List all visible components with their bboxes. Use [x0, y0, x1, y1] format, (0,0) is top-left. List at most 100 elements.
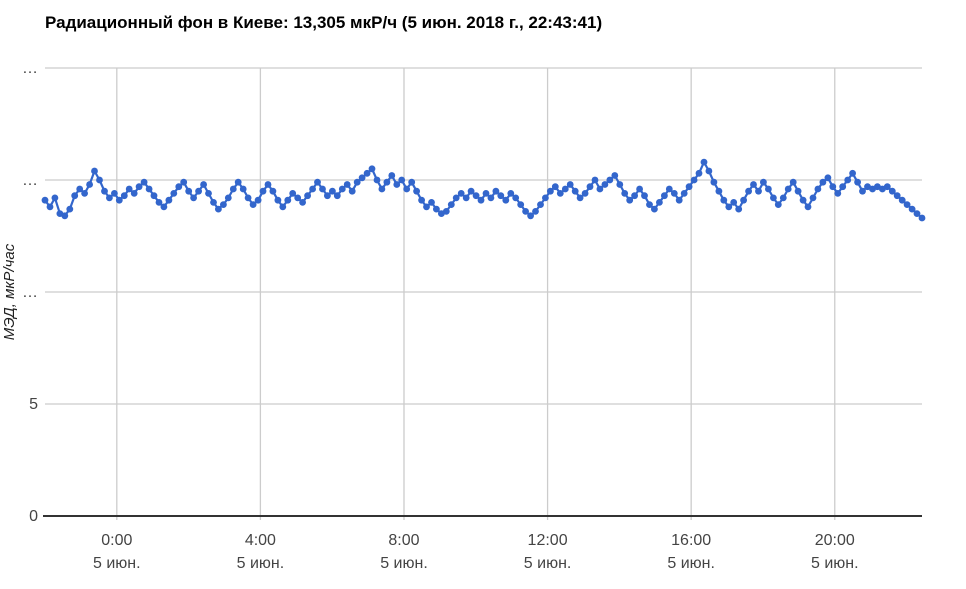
data-point[interactable]	[844, 176, 852, 184]
data-point[interactable]	[115, 196, 123, 204]
data-point[interactable]	[497, 192, 505, 200]
data-point[interactable]	[665, 185, 673, 193]
data-point[interactable]	[106, 194, 113, 202]
data-point[interactable]	[205, 190, 212, 197]
data-point[interactable]	[200, 181, 208, 188]
data-point[interactable]	[234, 178, 242, 186]
data-point[interactable]	[641, 192, 648, 200]
data-point[interactable]	[447, 201, 455, 209]
data-point[interactable]	[893, 192, 901, 200]
data-point[interactable]	[720, 196, 728, 204]
data-point[interactable]	[814, 185, 822, 193]
data-point[interactable]	[467, 187, 475, 195]
data-point[interactable]	[150, 192, 158, 200]
data-point[interactable]	[636, 185, 643, 193]
data-point[interactable]	[839, 183, 847, 191]
data-point[interactable]	[220, 201, 227, 209]
data-point[interactable]	[86, 181, 93, 188]
data-point[interactable]	[76, 185, 84, 193]
data-point[interactable]	[888, 187, 896, 195]
data-point[interactable]	[299, 199, 306, 206]
data-point[interactable]	[71, 192, 79, 200]
data-point[interactable]	[621, 190, 629, 197]
data-point[interactable]	[834, 190, 842, 197]
data-point[interactable]	[472, 192, 480, 200]
data-point[interactable]	[695, 169, 703, 177]
data-point[interactable]	[685, 183, 693, 191]
data-point[interactable]	[130, 190, 138, 197]
data-point[interactable]	[829, 183, 837, 191]
data-point[interactable]	[111, 190, 118, 197]
data-point[interactable]	[532, 208, 539, 215]
data-point[interactable]	[264, 181, 272, 188]
data-point[interactable]	[423, 203, 430, 211]
data-point[interactable]	[457, 190, 465, 197]
data-point[interactable]	[224, 194, 232, 202]
data-point[interactable]	[413, 187, 420, 195]
data-point[interactable]	[254, 196, 262, 204]
data-point[interactable]	[81, 190, 88, 197]
data-point[interactable]	[229, 185, 237, 193]
data-point[interactable]	[51, 194, 59, 202]
data-point[interactable]	[740, 196, 747, 204]
data-point[interactable]	[824, 174, 832, 182]
data-point[interactable]	[651, 205, 658, 213]
data-point[interactable]	[492, 187, 500, 195]
data-point[interactable]	[586, 183, 594, 191]
data-point[interactable]	[517, 201, 525, 209]
data-point[interactable]	[903, 201, 911, 209]
data-point[interactable]	[779, 194, 787, 202]
data-point[interactable]	[606, 176, 614, 184]
data-point[interactable]	[581, 190, 589, 197]
data-point[interactable]	[259, 187, 267, 195]
data-point[interactable]	[452, 194, 460, 202]
data-point[interactable]	[537, 201, 544, 209]
data-point[interactable]	[774, 201, 782, 209]
data-point[interactable]	[745, 187, 752, 195]
data-point[interactable]	[522, 208, 529, 215]
data-point[interactable]	[408, 178, 416, 186]
data-point[interactable]	[294, 194, 302, 202]
data-point[interactable]	[690, 176, 698, 184]
data-point[interactable]	[547, 187, 554, 195]
data-point[interactable]	[274, 196, 282, 204]
data-point[interactable]	[661, 192, 668, 200]
data-point[interactable]	[571, 187, 579, 195]
data-point[interactable]	[908, 205, 916, 213]
data-point[interactable]	[561, 185, 569, 193]
data-point[interactable]	[913, 210, 921, 218]
data-point[interactable]	[41, 196, 49, 204]
data-point[interactable]	[477, 196, 485, 204]
data-point[interactable]	[160, 203, 168, 211]
data-point[interactable]	[120, 192, 128, 200]
data-point[interactable]	[239, 185, 247, 193]
data-point[interactable]	[765, 185, 772, 193]
data-point[interactable]	[348, 187, 356, 195]
data-point[interactable]	[180, 178, 188, 186]
data-point[interactable]	[854, 178, 861, 186]
data-point[interactable]	[710, 178, 718, 186]
data-point[interactable]	[730, 199, 738, 206]
data-point[interactable]	[700, 158, 708, 166]
data-point[interactable]	[502, 196, 510, 204]
data-point[interactable]	[512, 194, 520, 202]
data-point[interactable]	[91, 167, 98, 175]
data-point[interactable]	[284, 196, 292, 204]
data-point[interactable]	[61, 212, 69, 220]
data-point[interactable]	[542, 194, 549, 202]
data-point[interactable]	[279, 203, 287, 211]
data-point[interactable]	[670, 190, 678, 197]
data-point[interactable]	[309, 185, 316, 193]
data-point[interactable]	[566, 181, 574, 188]
data-point[interactable]	[680, 190, 688, 197]
data-point[interactable]	[482, 190, 490, 197]
data-point[interactable]	[66, 205, 74, 213]
data-point[interactable]	[849, 169, 856, 177]
data-point[interactable]	[353, 178, 361, 186]
data-point[interactable]	[794, 187, 802, 195]
data-point[interactable]	[735, 205, 743, 213]
data-point[interactable]	[314, 178, 321, 186]
data-point[interactable]	[799, 196, 807, 204]
data-point[interactable]	[269, 187, 277, 195]
data-point[interactable]	[898, 196, 906, 204]
